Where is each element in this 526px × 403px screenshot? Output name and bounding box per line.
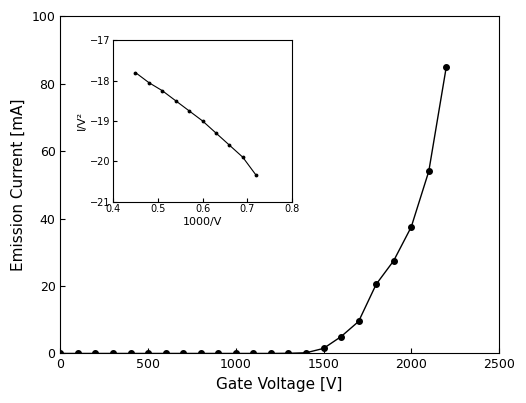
Y-axis label: Emission Current [mA]: Emission Current [mA] (11, 99, 26, 271)
X-axis label: Gate Voltage [V]: Gate Voltage [V] (217, 377, 343, 392)
X-axis label: 1000/V: 1000/V (183, 217, 222, 227)
Y-axis label: I/V²: I/V² (77, 111, 87, 131)
